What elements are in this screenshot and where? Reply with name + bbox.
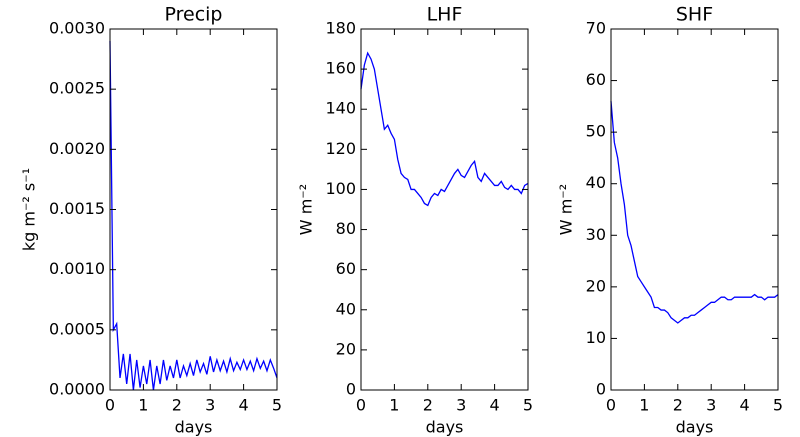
y-axis-label: W m⁻²: [557, 184, 576, 235]
chart-title: Precip: [165, 4, 223, 26]
y-axis-label: kg m⁻² s⁻¹: [20, 168, 39, 251]
y-tick-label: 10: [586, 328, 606, 347]
x-tick-label: 4: [239, 396, 249, 415]
y-tick-label: 60: [586, 70, 606, 89]
y-tick-label: 0.0025: [49, 79, 105, 98]
y-tick-label: 100: [325, 179, 356, 198]
x-axis-label: days: [426, 418, 464, 437]
x-tick-label: 5: [773, 396, 783, 415]
data-line: [109, 41, 278, 391]
x-tick-label: 4: [740, 396, 750, 415]
y-tick-label: 120: [325, 139, 356, 158]
x-tick-label: 5: [272, 396, 282, 415]
x-axis-label: days: [175, 418, 213, 437]
x-tick-label: 3: [205, 396, 215, 415]
x-tick-label: 0: [606, 396, 616, 415]
data-line: [610, 101, 779, 324]
y-tick-label: 0.0015: [49, 199, 105, 218]
x-tick-label: 2: [423, 396, 433, 415]
chart-title: SHF: [676, 4, 713, 26]
y-tick-label: 0.0000: [49, 380, 105, 399]
x-tick-label: 1: [639, 396, 649, 415]
y-tick-label: 0: [346, 380, 356, 399]
chart-title: LHF: [427, 4, 463, 26]
y-tick-label: 0.0020: [49, 139, 105, 158]
y-tick-label: 0: [596, 380, 606, 399]
x-tick-label: 2: [673, 396, 683, 415]
y-tick-label: 0.0030: [49, 19, 105, 38]
y-tick-label: 70: [586, 19, 606, 38]
x-axis-label: days: [676, 418, 714, 437]
axes-frame: [360, 28, 529, 391]
x-tick-label: 3: [456, 396, 466, 415]
x-tick-label: 4: [490, 396, 500, 415]
data-line: [360, 51, 529, 207]
y-tick-label: 160: [325, 59, 356, 78]
x-tick-label: 1: [138, 396, 148, 415]
axes-frame: [109, 28, 278, 391]
y-tick-label: 60: [336, 259, 356, 278]
y-tick-label: 50: [586, 122, 606, 141]
x-tick-label: 3: [706, 396, 716, 415]
y-tick-label: 180: [325, 19, 356, 38]
y-tick-label: 80: [336, 219, 356, 238]
y-tick-label: 20: [336, 339, 356, 358]
y-tick-label: 30: [586, 225, 606, 244]
x-tick-label: 1: [389, 396, 399, 415]
x-tick-label: 2: [172, 396, 182, 415]
axes-frame: [610, 28, 779, 391]
y-tick-label: 140: [325, 99, 356, 118]
y-axis-label: W m⁻²: [297, 184, 316, 235]
y-tick-label: 0.0010: [49, 259, 105, 278]
y-tick-label: 40: [586, 173, 606, 192]
x-tick-label: 5: [523, 396, 533, 415]
x-tick-label: 0: [105, 396, 115, 415]
x-tick-label: 0: [356, 396, 366, 415]
y-tick-label: 0.0005: [49, 319, 105, 338]
y-tick-label: 40: [336, 299, 356, 318]
y-tick-label: 20: [586, 276, 606, 295]
